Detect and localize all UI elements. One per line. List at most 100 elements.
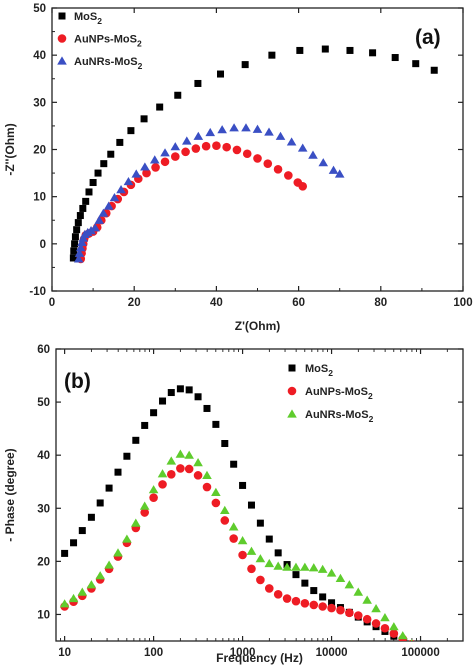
series-2: [60, 464, 415, 641]
data-point: [397, 631, 408, 640]
data-point: [98, 208, 109, 217]
plot-frame: [51, 7, 464, 292]
data-point: [127, 127, 135, 135]
data-point: [156, 103, 164, 111]
data-point: [149, 493, 158, 502]
data-point: [131, 169, 142, 178]
data-point: [73, 254, 84, 263]
data-point: [74, 219, 82, 227]
data-point: [297, 143, 308, 152]
data-point: [308, 150, 318, 159]
data-point: [194, 393, 202, 401]
data-point: [371, 604, 381, 613]
data-point: [310, 587, 318, 595]
data-point: [151, 163, 160, 172]
data-point: [242, 149, 252, 159]
legend-label: AuNRs-MoS2: [305, 409, 374, 424]
data-point: [264, 127, 274, 136]
data-point: [193, 458, 203, 467]
legend-marker: [57, 56, 67, 65]
x-tick-label: 20: [128, 297, 141, 309]
data-point: [328, 165, 339, 174]
data-point: [247, 564, 256, 574]
data-point: [103, 201, 114, 210]
data-point: [167, 389, 175, 397]
series-3: [73, 123, 345, 263]
data-point: [160, 148, 170, 157]
legend-marker: [58, 12, 66, 20]
data-point: [410, 639, 413, 641]
data-point: [301, 579, 309, 587]
data-point: [369, 49, 377, 57]
x-tick-label: 40: [210, 297, 223, 309]
y-tick-label: 30: [33, 97, 46, 109]
data-point: [430, 66, 438, 74]
data-point: [175, 449, 186, 458]
data-point: [292, 571, 300, 579]
data-point: [263, 159, 273, 168]
data-point: [157, 469, 168, 478]
data-point: [389, 622, 399, 631]
data-point: [69, 254, 77, 262]
data-point: [170, 142, 181, 151]
data-point: [159, 397, 167, 405]
data-point: [94, 169, 102, 177]
data-point: [238, 550, 247, 560]
data-point: [107, 150, 115, 158]
data-point: [85, 188, 93, 196]
data-point: [148, 485, 159, 494]
x-tick-label: 60: [292, 297, 305, 309]
data-point: [205, 127, 216, 137]
data-point: [391, 54, 399, 62]
y-tick-label: 10: [37, 609, 50, 621]
data-point: [71, 240, 79, 248]
data-point: [327, 603, 336, 613]
data-point: [228, 522, 239, 531]
data-point: [201, 141, 211, 151]
legend-marker: [287, 409, 297, 418]
data-point: [82, 197, 90, 205]
series-3: [59, 449, 413, 641]
data-point: [184, 450, 194, 459]
data-point: [268, 51, 276, 59]
legend-label: AuNPs-MoS2: [74, 34, 142, 49]
y-tick-label: 50: [33, 3, 46, 15]
series-1: [61, 385, 407, 641]
legend-label: MoS2: [305, 363, 333, 378]
data-point: [232, 145, 242, 155]
data-point: [203, 404, 211, 412]
legend: MoS2 AuNPs-MoS2 AuNRs-MoS2: [57, 11, 143, 71]
data-point: [275, 131, 286, 140]
data-point: [253, 154, 262, 163]
data-point: [255, 554, 266, 563]
data-point: [319, 593, 327, 601]
data-point: [77, 587, 88, 596]
data-point: [273, 165, 283, 174]
data-point: [96, 499, 104, 507]
y-tick-label: 20: [33, 145, 46, 157]
data-point: [193, 131, 204, 140]
data-point: [273, 561, 283, 570]
data-point: [158, 480, 167, 489]
series-2: [76, 141, 308, 264]
data-point: [229, 534, 238, 543]
data-point: [116, 138, 124, 146]
data-point: [182, 136, 192, 145]
data-point: [246, 546, 257, 555]
data-point: [122, 534, 132, 543]
data-point: [75, 243, 86, 252]
legend-label: MoS2: [74, 11, 102, 26]
x-tick-label: 100000: [401, 647, 439, 659]
data-point: [217, 125, 227, 134]
data-point: [220, 516, 230, 525]
y-tick-label: 60: [37, 344, 50, 356]
data-point: [176, 464, 185, 473]
panel-label: (a): [415, 26, 441, 49]
data-point: [94, 215, 105, 224]
y-tick-label: 50: [37, 397, 50, 409]
data-point: [104, 560, 114, 569]
data-point: [70, 539, 78, 547]
data-point: [380, 623, 390, 633]
data-point: [291, 562, 301, 571]
